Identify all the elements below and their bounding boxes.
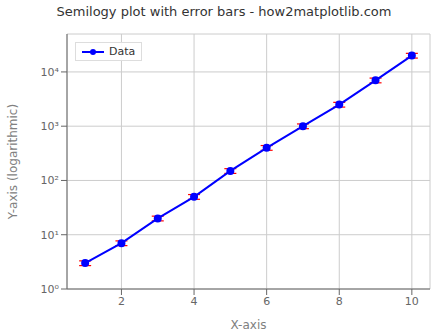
- svg-text:10⁴: 10⁴: [41, 66, 60, 79]
- svg-text:X-axis: X-axis: [231, 318, 267, 332]
- svg-text:2: 2: [118, 295, 125, 308]
- html-text:Semilogy plot with error bars: Semilogy plot with error bars - how2matp…: [56, 4, 392, 19]
- svg-text:10²: 10²: [41, 174, 59, 187]
- html-text:Data: Data: [109, 45, 136, 58]
- svg-text:4: 4: [191, 295, 198, 308]
- svg-text:Y-axis (logarithmic): Y-axis (logarithmic): [8, 104, 20, 220]
- svg-text:10: 10: [405, 295, 419, 308]
- svg-text:6: 6: [263, 295, 270, 308]
- svg-text:10³: 10³: [41, 120, 59, 133]
- svg-text:10¹: 10¹: [41, 229, 59, 242]
- svg-text:10⁰: 10⁰: [41, 283, 60, 296]
- svg-text:8: 8: [336, 295, 343, 308]
